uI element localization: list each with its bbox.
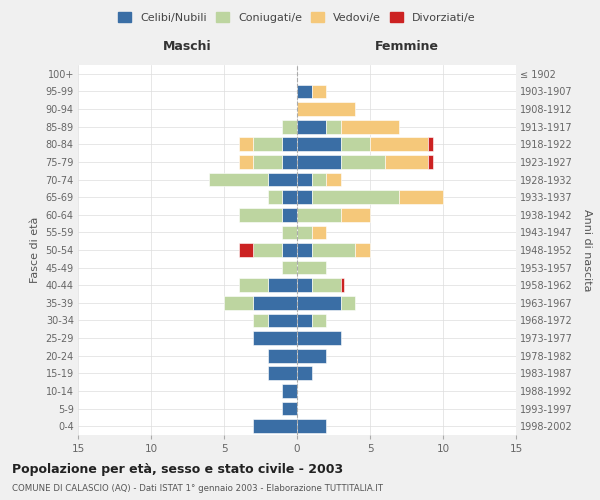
- Bar: [341, 208, 370, 222]
- Bar: [326, 120, 341, 134]
- Bar: [297, 120, 326, 134]
- Text: Maschi: Maschi: [163, 40, 212, 52]
- Bar: [268, 314, 297, 328]
- Bar: [253, 331, 297, 345]
- Text: Popolazione per età, sesso e stato civile - 2003: Popolazione per età, sesso e stato civil…: [12, 462, 343, 475]
- Bar: [253, 243, 283, 257]
- Bar: [268, 190, 283, 204]
- Bar: [283, 208, 297, 222]
- Bar: [311, 226, 326, 239]
- Bar: [239, 243, 253, 257]
- Text: COMUNE DI CALASCIO (AQ) - Dati ISTAT 1° gennaio 2003 - Elaborazione TUTTITALIA.I: COMUNE DI CALASCIO (AQ) - Dati ISTAT 1° …: [12, 484, 383, 493]
- Text: Femmine: Femmine: [374, 40, 439, 52]
- Bar: [253, 296, 297, 310]
- Bar: [224, 296, 253, 310]
- Y-axis label: Anni di nascita: Anni di nascita: [583, 209, 592, 291]
- Bar: [311, 278, 341, 292]
- Bar: [297, 208, 341, 222]
- Bar: [297, 314, 311, 328]
- Bar: [399, 190, 443, 204]
- Bar: [297, 84, 311, 98]
- Bar: [239, 155, 253, 169]
- Bar: [297, 226, 311, 239]
- Bar: [297, 155, 341, 169]
- Bar: [355, 243, 370, 257]
- Bar: [253, 138, 283, 151]
- Bar: [268, 366, 297, 380]
- Bar: [297, 349, 326, 362]
- Bar: [370, 138, 428, 151]
- Bar: [283, 138, 297, 151]
- Bar: [283, 243, 297, 257]
- Bar: [297, 331, 341, 345]
- Bar: [283, 226, 297, 239]
- Bar: [253, 314, 268, 328]
- Bar: [341, 278, 344, 292]
- Bar: [428, 138, 433, 151]
- Bar: [297, 366, 311, 380]
- Bar: [297, 278, 311, 292]
- Bar: [297, 260, 326, 274]
- Bar: [297, 172, 311, 186]
- Bar: [341, 120, 399, 134]
- Bar: [297, 296, 341, 310]
- Bar: [283, 155, 297, 169]
- Bar: [297, 138, 341, 151]
- Bar: [283, 384, 297, 398]
- Bar: [253, 420, 297, 433]
- Bar: [283, 402, 297, 415]
- Bar: [385, 155, 428, 169]
- Bar: [311, 172, 326, 186]
- Bar: [268, 278, 297, 292]
- Bar: [209, 172, 268, 186]
- Bar: [253, 155, 283, 169]
- Bar: [311, 314, 326, 328]
- Bar: [283, 120, 297, 134]
- Bar: [428, 155, 433, 169]
- Bar: [311, 243, 355, 257]
- Legend: Celibi/Nubili, Coniugati/e, Vedovi/e, Divorziati/e: Celibi/Nubili, Coniugati/e, Vedovi/e, Di…: [114, 8, 480, 28]
- Bar: [283, 260, 297, 274]
- Bar: [326, 172, 341, 186]
- Bar: [297, 420, 326, 433]
- Bar: [297, 102, 355, 116]
- Bar: [311, 84, 326, 98]
- Bar: [311, 190, 399, 204]
- Y-axis label: Fasce di età: Fasce di età: [30, 217, 40, 283]
- Bar: [268, 172, 297, 186]
- Bar: [283, 190, 297, 204]
- Bar: [297, 190, 311, 204]
- Bar: [239, 138, 253, 151]
- Bar: [341, 296, 355, 310]
- Bar: [268, 349, 297, 362]
- Bar: [341, 155, 385, 169]
- Bar: [239, 208, 283, 222]
- Bar: [239, 278, 268, 292]
- Bar: [297, 243, 311, 257]
- Bar: [341, 138, 370, 151]
